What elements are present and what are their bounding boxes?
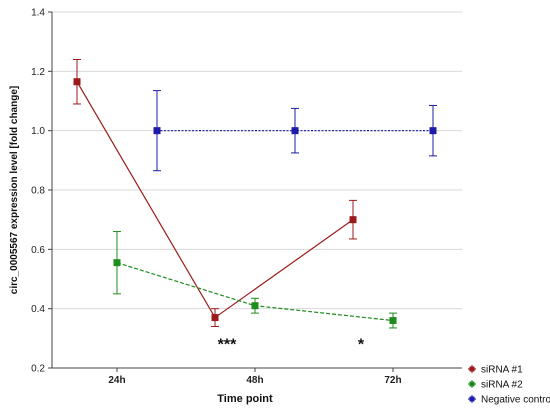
data-point: [389, 317, 397, 325]
y-tick-label: 1.0: [31, 126, 45, 137]
data-point: [211, 314, 219, 322]
data-point: [429, 127, 437, 135]
x-tick-labels: 24h 48h 72h: [108, 368, 402, 386]
y-tick-label: 0.4: [31, 304, 45, 315]
x-tick-label: 24h: [108, 375, 125, 386]
series-1: [73, 58, 357, 327]
gridlines: [52, 11, 462, 310]
data-point: [113, 259, 121, 267]
x-tick-label: 48h: [246, 375, 263, 386]
series-3: [153, 90, 437, 172]
legend-swatch-marker: [469, 396, 475, 402]
x-tick-label: 72h: [384, 375, 401, 386]
y-tick-label: 1.4: [31, 8, 45, 19]
x-axis-title: Time point: [217, 393, 273, 405]
legend-item: siRNA #1: [468, 365, 523, 376]
y-tick-label: 0.2: [31, 364, 45, 375]
legend-item: Negative control: [468, 395, 550, 406]
significance-marker: *: [358, 336, 365, 353]
series-group: [73, 58, 437, 329]
legend-swatch-marker: [469, 381, 475, 387]
y-axis-title: circ_0005567 expression level [fold chan…: [9, 86, 20, 294]
data-point: [349, 216, 357, 224]
legend-label: Negative control: [481, 395, 550, 406]
y-tick-label: 0.6: [31, 245, 45, 256]
data-point: [251, 302, 259, 310]
series-2: [113, 231, 397, 329]
significance-marker: ***: [218, 336, 237, 353]
legend-item: siRNA #2: [468, 380, 523, 391]
y-tick-label: 1.2: [31, 67, 45, 78]
significance-annotations: *** *: [218, 336, 365, 353]
legend: siRNA #1 siRNA #2 Negative control: [468, 365, 550, 406]
legend-swatch-marker: [469, 366, 475, 372]
legend-label: siRNA #2: [481, 380, 523, 391]
data-point: [291, 127, 299, 135]
y-tick-label: 0.8: [31, 186, 45, 197]
y-tick-labels: 0.2 0.4 0.6 0.8 1.0 1.2 1.4: [31, 8, 52, 375]
data-point: [73, 78, 81, 86]
legend-label: siRNA #1: [481, 365, 523, 376]
data-point: [153, 127, 161, 135]
